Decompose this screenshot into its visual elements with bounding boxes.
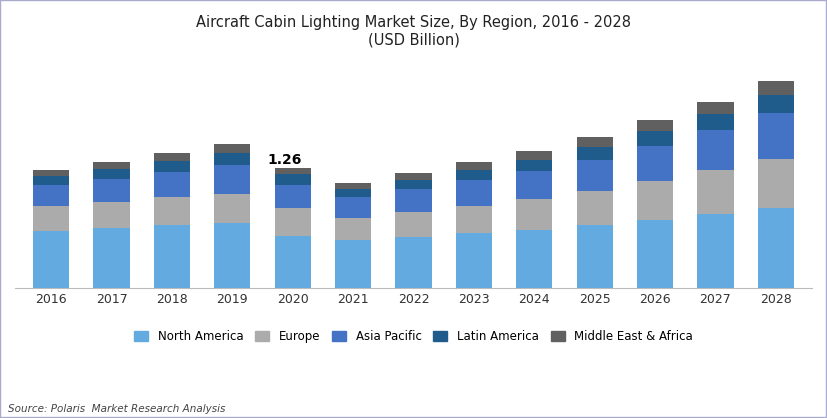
Bar <box>576 160 613 191</box>
Bar <box>395 180 432 189</box>
Bar <box>214 194 251 223</box>
Bar <box>697 115 734 130</box>
Bar <box>93 169 130 179</box>
Bar <box>697 130 734 170</box>
Text: Source: Polaris  Market Research Analysis: Source: Polaris Market Research Analysis <box>8 404 226 414</box>
Bar <box>758 209 794 288</box>
Bar <box>576 137 613 147</box>
Bar <box>456 162 492 170</box>
Bar <box>154 153 190 161</box>
Bar <box>154 161 190 172</box>
Bar <box>697 214 734 288</box>
Title: Aircraft Cabin Lighting Market Size, By Region, 2016 - 2028
(USD Billion): Aircraft Cabin Lighting Market Size, By … <box>196 15 631 47</box>
Bar <box>335 197 371 217</box>
Bar <box>637 181 673 220</box>
Bar <box>33 185 69 206</box>
Bar <box>93 179 130 201</box>
Bar <box>758 113 794 158</box>
Bar <box>516 150 552 160</box>
Bar <box>214 144 251 153</box>
Bar <box>637 120 673 131</box>
Bar <box>516 171 552 199</box>
Bar <box>335 184 371 189</box>
Bar <box>93 162 130 169</box>
Bar <box>275 185 311 209</box>
Bar <box>576 191 613 225</box>
Bar <box>637 131 673 146</box>
Legend: North America, Europe, Asia Pacific, Latin America, Middle East & Africa: North America, Europe, Asia Pacific, Lat… <box>129 326 698 348</box>
Bar <box>275 174 311 185</box>
Bar <box>576 225 613 288</box>
Bar <box>154 197 190 225</box>
Bar <box>758 158 794 209</box>
Bar <box>456 170 492 180</box>
Bar <box>154 172 190 197</box>
Bar <box>456 206 492 233</box>
Bar <box>214 166 251 194</box>
Bar <box>395 189 432 212</box>
Bar <box>33 170 69 176</box>
Bar <box>395 212 432 237</box>
Bar <box>516 230 552 288</box>
Text: 1.26: 1.26 <box>267 153 302 167</box>
Bar <box>335 217 371 240</box>
Bar <box>275 209 311 236</box>
Bar <box>576 147 613 160</box>
Bar <box>214 223 251 288</box>
Bar <box>93 228 130 288</box>
Bar <box>456 233 492 288</box>
Bar <box>33 206 69 231</box>
Bar <box>214 153 251 166</box>
Bar <box>33 231 69 288</box>
Bar <box>275 168 311 174</box>
Bar <box>516 160 552 171</box>
Bar <box>758 82 794 95</box>
Bar <box>637 220 673 288</box>
Bar <box>335 240 371 288</box>
Bar <box>93 201 130 228</box>
Bar <box>516 199 552 230</box>
Bar <box>33 176 69 185</box>
Bar <box>697 102 734 115</box>
Bar <box>758 95 794 113</box>
Bar <box>395 173 432 180</box>
Bar <box>395 237 432 288</box>
Bar <box>456 180 492 206</box>
Bar <box>697 170 734 214</box>
Bar <box>335 189 371 197</box>
Bar <box>637 146 673 181</box>
Bar <box>275 236 311 288</box>
Bar <box>154 225 190 288</box>
